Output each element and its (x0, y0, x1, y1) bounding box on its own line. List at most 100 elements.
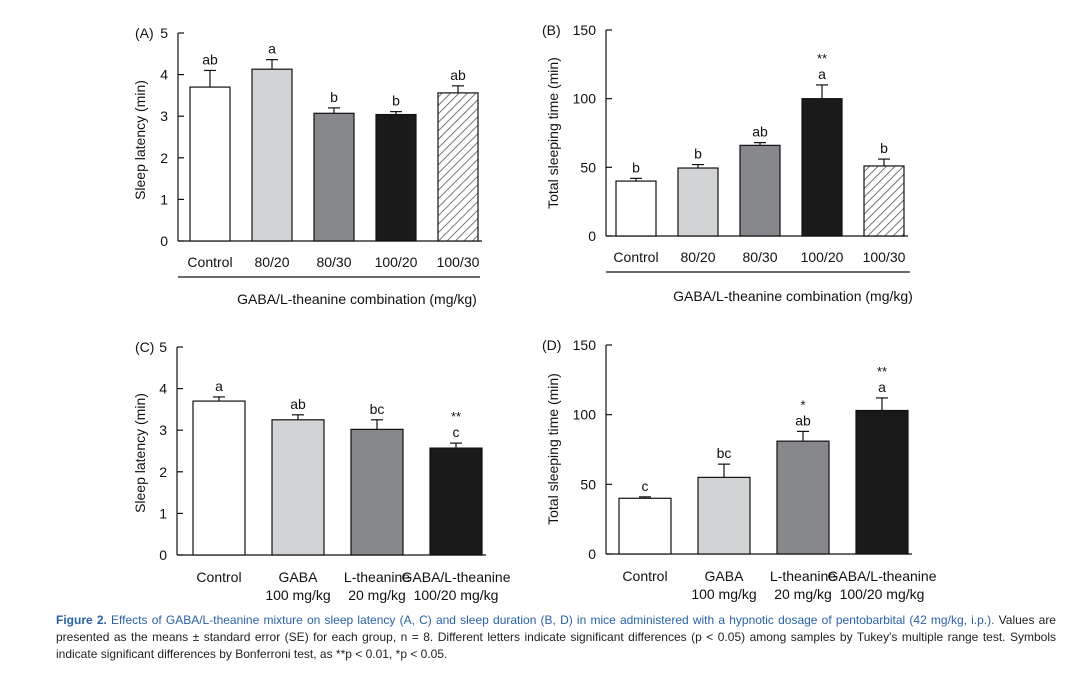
x-tick-label: 80/30 (742, 249, 777, 265)
x-tick-sublabel: 100/20 mg/kg (414, 587, 499, 603)
x-tick-sublabel: 20 mg/kg (774, 586, 832, 602)
bar-100-20 (801, 98, 843, 237)
x-tick-label: Control (622, 568, 667, 584)
panel-d-chart: (D) 0 50 100 150 Total sleeping time (min) c Co… (542, 337, 937, 602)
significance-stars: ** (877, 364, 887, 379)
bar-control (615, 180, 657, 237)
significance-letter: ab (795, 412, 811, 428)
bar-l-theanine (776, 440, 830, 555)
x-tick-label: 80/30 (316, 254, 351, 270)
y-tick-label: 5 (159, 339, 167, 355)
caption-title: Effects of GABA/L-theanine mixture on sl… (111, 613, 995, 627)
significance-stars: ** (451, 409, 461, 424)
bar-l-theanine (350, 428, 404, 556)
panel-label-a: (A) (135, 25, 154, 41)
bar-gaba-l-theanine (429, 447, 483, 556)
bar-control (192, 400, 246, 556)
x-axis-label: GABA/L-theanine combination (mg/kg) (673, 288, 913, 304)
y-tick-label: 4 (159, 381, 167, 397)
significance-letter: bc (370, 401, 385, 417)
significance-letter: c (453, 424, 460, 440)
y-tick-label: 100 (573, 91, 597, 107)
y-tick-label: 1 (159, 505, 167, 521)
panel-a-chart: (A) 0 1 2 3 4 5 Sleep latency (min) ab Control a 80… (132, 25, 482, 307)
x-axis-label: GABA/L-theanine combination (mg/kg) (237, 291, 477, 307)
x-tick-label: GABA/L-theanine (402, 569, 511, 585)
y-tick-label: 2 (159, 464, 167, 480)
y-tick-label: 3 (159, 422, 167, 438)
y-tick-label: 150 (573, 22, 597, 38)
significance-letter: a (818, 66, 826, 82)
panel-label-c: (C) (135, 339, 154, 355)
significance-stars: ** (817, 51, 827, 66)
y-tick-label: 0 (159, 547, 167, 563)
panel-label-b: (B) (542, 22, 561, 38)
y-tick-label: 5 (160, 25, 168, 41)
panel-b-chart: (B) 0 50 100 150 Total sleeping time (min) b Co… (542, 22, 913, 304)
significance-letter: b (880, 140, 888, 156)
x-tick-label: 80/20 (680, 249, 715, 265)
bar-control (618, 497, 672, 555)
y-tick-label: 50 (580, 476, 596, 492)
y-tick-label: 3 (160, 108, 168, 124)
bar-gaba (697, 476, 751, 555)
significance-letter: ab (752, 124, 768, 140)
x-tick-sublabel: 100 mg/kg (691, 586, 756, 602)
x-tick-sublabel: 20 mg/kg (348, 587, 406, 603)
y-tick-label: 4 (160, 67, 168, 83)
bar-gaba (271, 419, 325, 556)
significance-stars: * (800, 397, 805, 412)
y-tick-label: 0 (588, 228, 596, 244)
x-tick-sublabel: 100/20 mg/kg (840, 586, 925, 602)
panel-label-d: (D) (542, 337, 561, 353)
x-tick-label: 100/20 (375, 254, 418, 270)
y-tick-label: 150 (573, 337, 597, 353)
y-tick-label: 50 (580, 159, 596, 175)
significance-letter: a (878, 379, 886, 395)
x-tick-label: 100/30 (437, 254, 480, 270)
significance-letter: c (642, 478, 649, 494)
x-tick-label: 100/20 (801, 249, 844, 265)
y-axis-label: Total sleeping time (min) (545, 57, 561, 209)
caption-label: Figure 2. (56, 613, 107, 627)
significance-letter: b (330, 89, 338, 105)
y-tick-label: 2 (160, 150, 168, 166)
x-tick-label: Control (196, 569, 241, 585)
x-tick-label: L-theanine (344, 569, 410, 585)
x-tick-label: GABA (279, 569, 319, 585)
x-tick-label: Control (613, 249, 658, 265)
bar-80-30 (313, 112, 355, 242)
significance-letter: ab (202, 51, 218, 67)
x-tick-label: 80/20 (254, 254, 289, 270)
bar-gaba-l-theanine (855, 409, 909, 555)
bar-100-30 (863, 165, 905, 237)
x-tick-label: GABA/L-theanine (828, 568, 937, 584)
significance-letter: b (694, 146, 702, 162)
x-tick-label: 100/30 (863, 249, 906, 265)
significance-letter: a (215, 378, 223, 394)
bar-80-30 (739, 144, 781, 237)
y-tick-label: 1 (160, 191, 168, 207)
significance-letter: a (268, 41, 276, 57)
bar-100-30 (437, 92, 479, 242)
bar-100-20 (375, 113, 417, 242)
significance-letter: bc (717, 445, 732, 461)
caption-body: Values are presented as the means ± stan… (56, 613, 1056, 661)
x-tick-label: GABA (705, 568, 745, 584)
significance-letter: ab (450, 67, 466, 83)
significance-letter: ab (290, 396, 306, 412)
bar-80-20 (251, 68, 293, 242)
y-axis-label: Sleep latency (min) (132, 393, 148, 513)
x-tick-sublabel: 100 mg/kg (265, 587, 330, 603)
y-axis-label: Sleep latency (min) (132, 80, 148, 200)
panel-c-chart: (C) 0 1 2 3 4 5 Sleep latency (min) a Control ab GA… (132, 339, 511, 603)
bar-control (189, 86, 231, 242)
y-axis-label: Total sleeping time (min) (545, 373, 561, 525)
x-tick-label: Control (187, 254, 232, 270)
y-tick-label: 0 (588, 546, 596, 562)
figure-caption: Figure 2. Effects of GABA/L-theanine mix… (56, 612, 1056, 663)
x-tick-label: L-theanine (770, 568, 836, 584)
bar-80-20 (677, 167, 719, 237)
y-tick-label: 100 (573, 407, 597, 423)
